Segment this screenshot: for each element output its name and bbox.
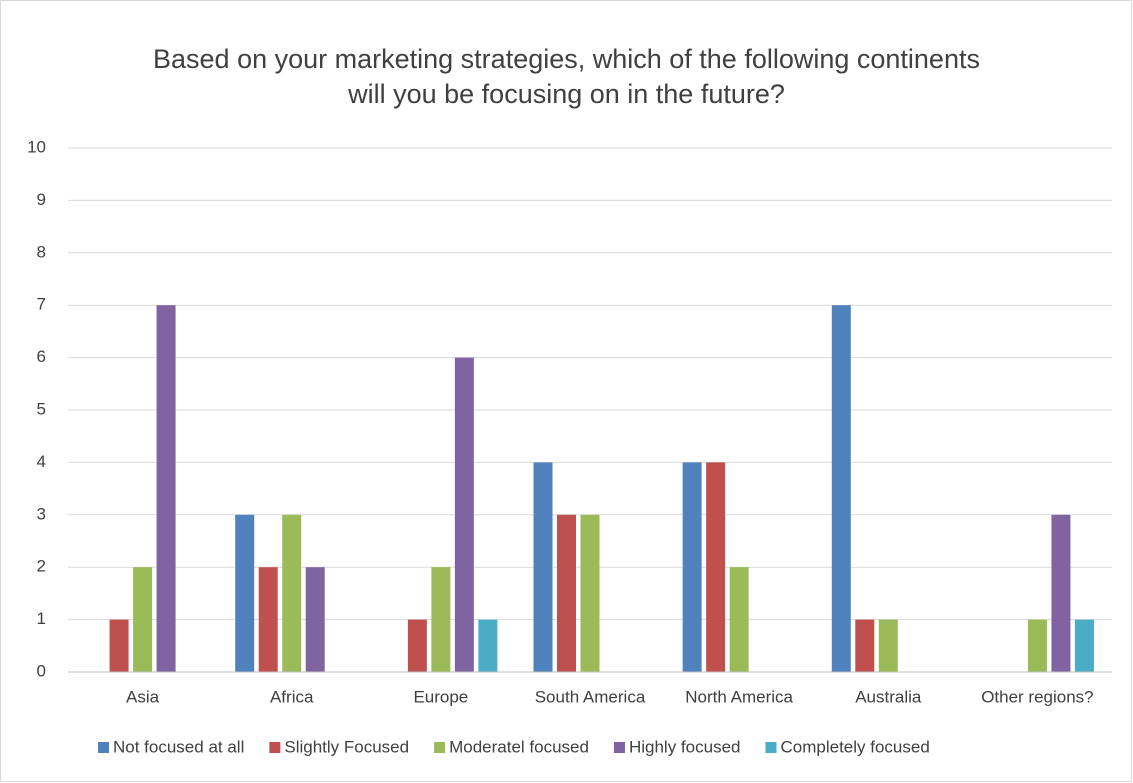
legend-swatch — [613, 742, 625, 753]
bar — [557, 514, 576, 672]
legend-label: Not focused at all — [113, 737, 244, 756]
y-tick-label: 3 — [37, 504, 46, 523]
legend-swatch — [434, 742, 446, 753]
y-tick-label: 6 — [37, 347, 46, 366]
legend-swatch — [765, 742, 777, 753]
chart-title: Based on your marketing strategies, whic… — [153, 44, 980, 109]
y-tick-label: 4 — [37, 452, 46, 471]
bar — [258, 567, 278, 672]
y-tick-label: 10 — [27, 137, 46, 156]
bar — [235, 514, 255, 672]
bar — [1051, 514, 1071, 672]
bar — [454, 357, 474, 672]
legend-label: Slightly Focused — [284, 737, 409, 756]
bar — [580, 514, 600, 672]
bar — [1027, 619, 1047, 672]
bar — [533, 462, 553, 672]
y-tick-label: 1 — [37, 609, 46, 628]
bar — [855, 619, 875, 672]
bar — [1074, 619, 1094, 672]
y-tick-label: 2 — [37, 557, 46, 576]
legend-label: Completely focused — [780, 737, 929, 756]
bar — [729, 567, 749, 672]
bar — [878, 619, 898, 672]
x-tick-label: Other regions? — [981, 687, 1093, 706]
bar — [831, 305, 851, 672]
x-tick-label: North America — [685, 687, 793, 706]
y-tick-label: 5 — [37, 399, 46, 418]
bar — [682, 462, 702, 672]
x-tick-label: Africa — [270, 687, 314, 706]
x-tick-label: Europe — [413, 687, 468, 706]
legend-label: Highly focused — [629, 737, 741, 756]
y-tick-label: 8 — [37, 242, 46, 261]
legend-swatch — [269, 742, 281, 753]
bar — [706, 462, 726, 672]
bar — [282, 514, 302, 672]
x-tick-label: Asia — [126, 687, 160, 706]
y-tick-label: 9 — [37, 190, 46, 209]
bar — [305, 567, 325, 672]
y-tick-label: 0 — [37, 661, 46, 680]
y-tick-label: 7 — [37, 295, 46, 314]
bar — [133, 567, 153, 672]
bar — [109, 619, 129, 672]
x-tick-label: Australia — [855, 687, 922, 706]
x-tick-label: South America — [535, 687, 646, 706]
bar — [156, 305, 176, 672]
legend-swatch — [98, 742, 109, 753]
bar — [478, 619, 498, 672]
legend-label: Moderatel focused — [449, 737, 589, 756]
bar — [407, 619, 427, 672]
bar — [431, 567, 451, 672]
